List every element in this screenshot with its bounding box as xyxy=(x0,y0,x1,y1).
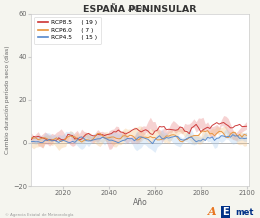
Text: met: met xyxy=(235,208,254,217)
Legend: RCP8.5     ( 19 ), RCP6.0     ( 7 ), RCP4.5     ( 15 ): RCP8.5 ( 19 ), RCP6.0 ( 7 ), RCP4.5 ( 15… xyxy=(34,17,101,44)
X-axis label: Año: Año xyxy=(133,198,147,207)
Y-axis label: Cambio duración período seco (días): Cambio duración período seco (días) xyxy=(5,46,10,154)
Title: ESPAÑA PENINSULAR: ESPAÑA PENINSULAR xyxy=(83,5,197,14)
Text: ANUAL: ANUAL xyxy=(128,6,152,12)
Text: © Agencia Estatal de Meteorología: © Agencia Estatal de Meteorología xyxy=(5,213,74,217)
Text: A: A xyxy=(208,206,217,217)
Text: E: E xyxy=(222,207,229,217)
